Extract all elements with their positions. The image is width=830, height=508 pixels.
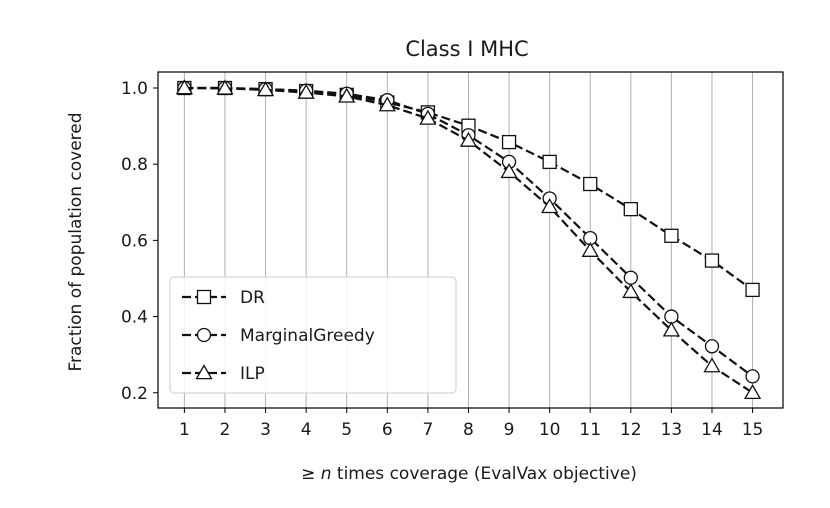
x-tick-label: 15 <box>742 420 764 440</box>
data-point <box>703 357 721 373</box>
data-point <box>216 79 234 95</box>
data-point <box>745 369 760 384</box>
data-point <box>459 131 478 147</box>
data-point <box>743 383 762 400</box>
x-tick-label: 1 <box>179 420 190 440</box>
legend-marker <box>195 364 213 380</box>
legend: DR MarginalGreedy ILP <box>169 276 457 394</box>
data-point <box>542 154 557 170</box>
x-tick-label: 2 <box>220 420 231 440</box>
x-tick-label: 4 <box>301 420 312 440</box>
x-tick-label: 8 <box>463 420 474 440</box>
data-point <box>175 79 193 95</box>
data-point <box>623 270 638 285</box>
y-tick-label: 0.6 <box>121 231 148 251</box>
data-point <box>623 201 638 217</box>
data-point <box>664 309 679 324</box>
x-axis-label: ≥ n times coverage (EvalVax objective) <box>301 464 637 484</box>
y-tick-label: 1.0 <box>121 79 148 99</box>
data-point <box>745 282 760 298</box>
x-tick-label: 5 <box>341 420 352 440</box>
x-axis-label-suffix: times coverage (EvalVax objective) <box>332 464 637 484</box>
series-ilp <box>175 79 762 400</box>
data-point <box>704 339 720 354</box>
y-tick-label: 0.2 <box>121 384 148 404</box>
chart-title: Class I MHC <box>405 37 528 61</box>
legend-label: DR <box>240 288 265 308</box>
x-tick-label: 13 <box>661 420 683 440</box>
data-point <box>541 198 559 214</box>
legend-item: MarginalGreedy <box>182 326 375 346</box>
x-tick-label: 12 <box>620 420 642 440</box>
x-axis-label-prefix: ≥ <box>301 464 321 484</box>
x-tick-label: 10 <box>539 420 561 440</box>
data-point <box>378 96 396 112</box>
y-tick-label: 0.8 <box>121 155 148 175</box>
series-layer <box>175 79 762 400</box>
x-tick-label: 6 <box>382 420 393 440</box>
y-tick-label: 0.4 <box>121 308 148 328</box>
legend-item: ILP <box>182 364 265 384</box>
data-point <box>297 83 315 99</box>
x-tick-label: 11 <box>579 420 601 440</box>
x-tick-label: 3 <box>260 420 271 440</box>
x-axis: 1 2 3 4 5 6 7 8 9 10 11 12 13 14 15 <box>179 408 763 440</box>
data-point <box>501 134 517 150</box>
data-point <box>419 109 437 125</box>
x-tick-label: 9 <box>504 420 515 440</box>
y-axis: 0.2 0.4 0.6 0.8 1.0 <box>121 79 158 404</box>
x-tick-label: 14 <box>701 420 723 440</box>
data-point <box>581 241 599 257</box>
data-point <box>662 321 681 337</box>
x-tick-label: 7 <box>422 420 433 440</box>
data-point <box>622 282 640 299</box>
legend-label: MarginalGreedy <box>240 326 375 346</box>
legend-box <box>169 276 457 394</box>
legend-marker <box>196 327 212 343</box>
legend-item: DR <box>182 288 265 308</box>
data-point <box>704 253 720 268</box>
legend-marker <box>196 289 212 305</box>
x-axis-label-variable: n <box>321 464 332 484</box>
data-point <box>664 228 679 243</box>
data-point <box>583 176 598 192</box>
data-point <box>256 81 275 97</box>
legend-label: ILP <box>240 364 265 384</box>
data-point <box>500 162 518 179</box>
data-point <box>338 87 356 103</box>
y-axis-label: Fraction of population covered <box>66 112 86 371</box>
